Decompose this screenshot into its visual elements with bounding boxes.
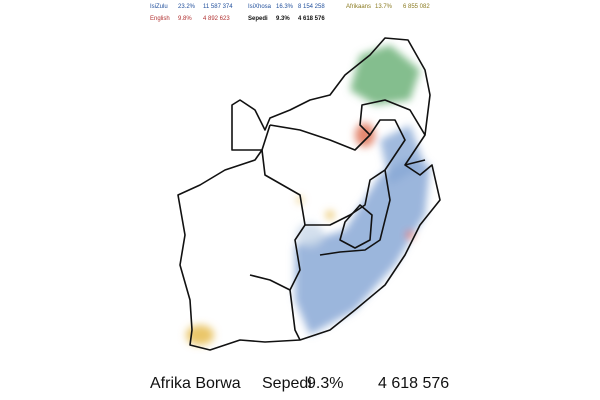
borders (177, 37, 441, 351)
density-overlay (186, 45, 430, 345)
footer-country: Afrika Borwa (150, 375, 241, 392)
footer-share: 9.3% (307, 375, 344, 392)
legend-name: IsiZulu (150, 4, 168, 10)
legend-share: 23.2% (178, 4, 196, 10)
legend-share: 9.8% (178, 16, 192, 22)
legend-speakers: 8 154 258 (298, 4, 325, 10)
legend-speakers: 4 892 623 (203, 16, 230, 22)
legend-name: IsiXhosa (248, 4, 272, 10)
legend-speakers: 6 855 082 (403, 4, 430, 10)
legend-speakers: 4 618 576 (298, 16, 325, 22)
legend-speakers: 11 587 374 (203, 4, 233, 10)
footer-speakers: 4 618 576 (378, 375, 450, 392)
legend-name: English (150, 16, 170, 22)
legend-name: Afrikaans (346, 4, 372, 10)
legend-share: 16.3% (276, 4, 294, 10)
legend-name: Sepedi (248, 16, 268, 22)
legend-share: 9.3% (276, 16, 290, 22)
legend-share: 13.7% (375, 4, 393, 10)
footer-language: Sepedi (262, 375, 312, 392)
